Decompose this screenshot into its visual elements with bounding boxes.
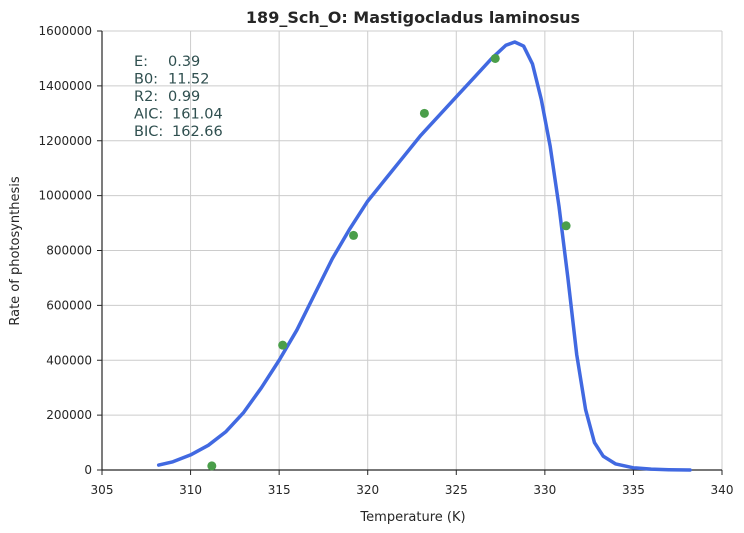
y-tick-label: 400000 bbox=[46, 353, 92, 367]
stat-label: AIC: bbox=[134, 107, 163, 123]
y-tick-label: 200000 bbox=[46, 408, 92, 422]
fit-statistics: E: 0.39 B0: 11.52 R2: 0.99 AIC: 161.04 BIC: 162.6… bbox=[134, 54, 223, 140]
x-tick-label: 335 bbox=[622, 483, 645, 497]
fit-curve bbox=[156, 40, 692, 472]
x-axis-label: Temperature (K) bbox=[359, 510, 465, 525]
y-axis-label: Rate of photosynthesis bbox=[8, 176, 23, 326]
grid bbox=[101, 30, 723, 471]
data-points bbox=[207, 53, 571, 471]
data-point bbox=[207, 461, 217, 471]
x-tick-label: 340 bbox=[711, 483, 734, 497]
stat-label: B0: bbox=[134, 72, 158, 88]
stat-value: 162.66 bbox=[172, 124, 223, 140]
x-tick-label: 305 bbox=[91, 483, 114, 497]
y-tick-label: 1200000 bbox=[39, 134, 92, 148]
stat-label: R2: bbox=[134, 89, 158, 105]
y-tick-label: 1600000 bbox=[39, 24, 92, 38]
y-tick-label: 1000000 bbox=[39, 189, 92, 203]
x-tick-label: 310 bbox=[179, 483, 202, 497]
data-point bbox=[490, 53, 500, 63]
data-point bbox=[419, 108, 429, 118]
x-tick-label: 330 bbox=[533, 483, 556, 497]
stat-value: 11.52 bbox=[168, 72, 210, 88]
x-tick-label: 325 bbox=[445, 483, 468, 497]
y-tick-label: 1400000 bbox=[39, 79, 92, 93]
stat-value: 0.99 bbox=[168, 89, 200, 105]
stat-value: 0.39 bbox=[168, 54, 200, 70]
data-point bbox=[349, 230, 359, 240]
chart-title: 189_Sch_O: Mastigocladus laminosus bbox=[246, 8, 580, 27]
x-ticks: 305 310 315 320 325 330 335 340 bbox=[91, 470, 734, 497]
stat-label: E: bbox=[134, 54, 148, 70]
x-tick-label: 320 bbox=[356, 483, 379, 497]
y-tick-label: 0 bbox=[84, 463, 92, 477]
x-tick-label: 315 bbox=[268, 483, 291, 497]
data-point bbox=[561, 221, 571, 231]
y-tick-label: 600000 bbox=[46, 298, 92, 312]
stat-label: BIC: bbox=[134, 124, 163, 140]
y-ticks: 0 200000 400000 600000 800000 1000000 1200000 1… bbox=[39, 24, 102, 477]
data-point bbox=[278, 340, 288, 350]
y-tick-label: 800000 bbox=[46, 244, 92, 258]
stat-value: 161.04 bbox=[172, 107, 223, 123]
